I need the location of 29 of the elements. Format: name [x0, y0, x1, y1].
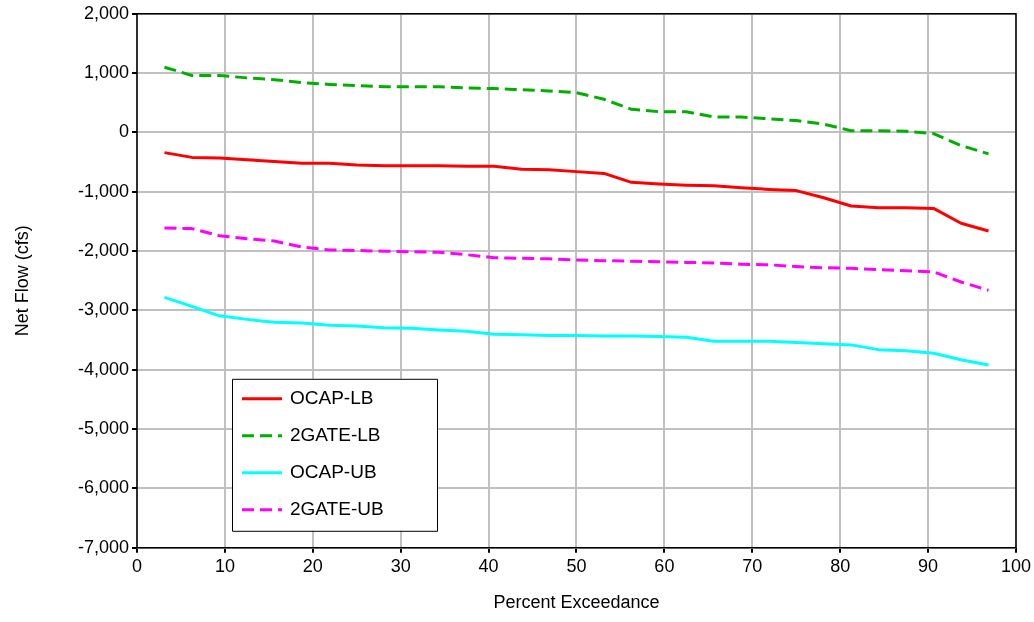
y-tick-label: -6,000 — [77, 477, 129, 498]
x-tick-label: 10 — [214, 555, 235, 576]
x-tick-label: 20 — [302, 555, 323, 576]
y-tick-label: -5,000 — [77, 418, 129, 439]
legend-label: OCAP-UB — [290, 461, 377, 483]
x-tick-label: 40 — [478, 555, 499, 576]
line-series — [162, 226, 991, 292]
y-tick-label: 0 — [118, 121, 129, 142]
x-tick-label: 100 — [1000, 555, 1032, 576]
y-tick-label: -3,000 — [77, 299, 129, 320]
y-tick-label: -4,000 — [77, 358, 129, 379]
y-axis-title: Net Flow (cfs) — [11, 225, 32, 337]
x-tick-label: 30 — [390, 555, 411, 576]
y-tick-label: -1,000 — [77, 180, 129, 201]
x-axis-title: Percent Exceedance — [493, 592, 660, 613]
x-tick-label: 50 — [566, 555, 587, 576]
legend-label: OCAP-LB — [290, 387, 374, 409]
x-tick-label: 0 — [131, 555, 143, 576]
line-series — [162, 65, 991, 156]
x-tick-label: 90 — [918, 555, 939, 576]
x-tick-label: 60 — [654, 555, 675, 576]
y-tick-label: 2,000 — [83, 2, 129, 23]
legend-label: 2GATE-UB — [290, 498, 384, 520]
x-tick-label: 70 — [742, 555, 763, 576]
x-tick-label: 80 — [830, 555, 851, 576]
y-tick-label: -7,000 — [77, 536, 129, 557]
legend-label: 2GATE-LB — [290, 424, 381, 446]
y-tick-label: -2,000 — [77, 240, 129, 261]
y-tick-label: 1,000 — [83, 62, 129, 83]
